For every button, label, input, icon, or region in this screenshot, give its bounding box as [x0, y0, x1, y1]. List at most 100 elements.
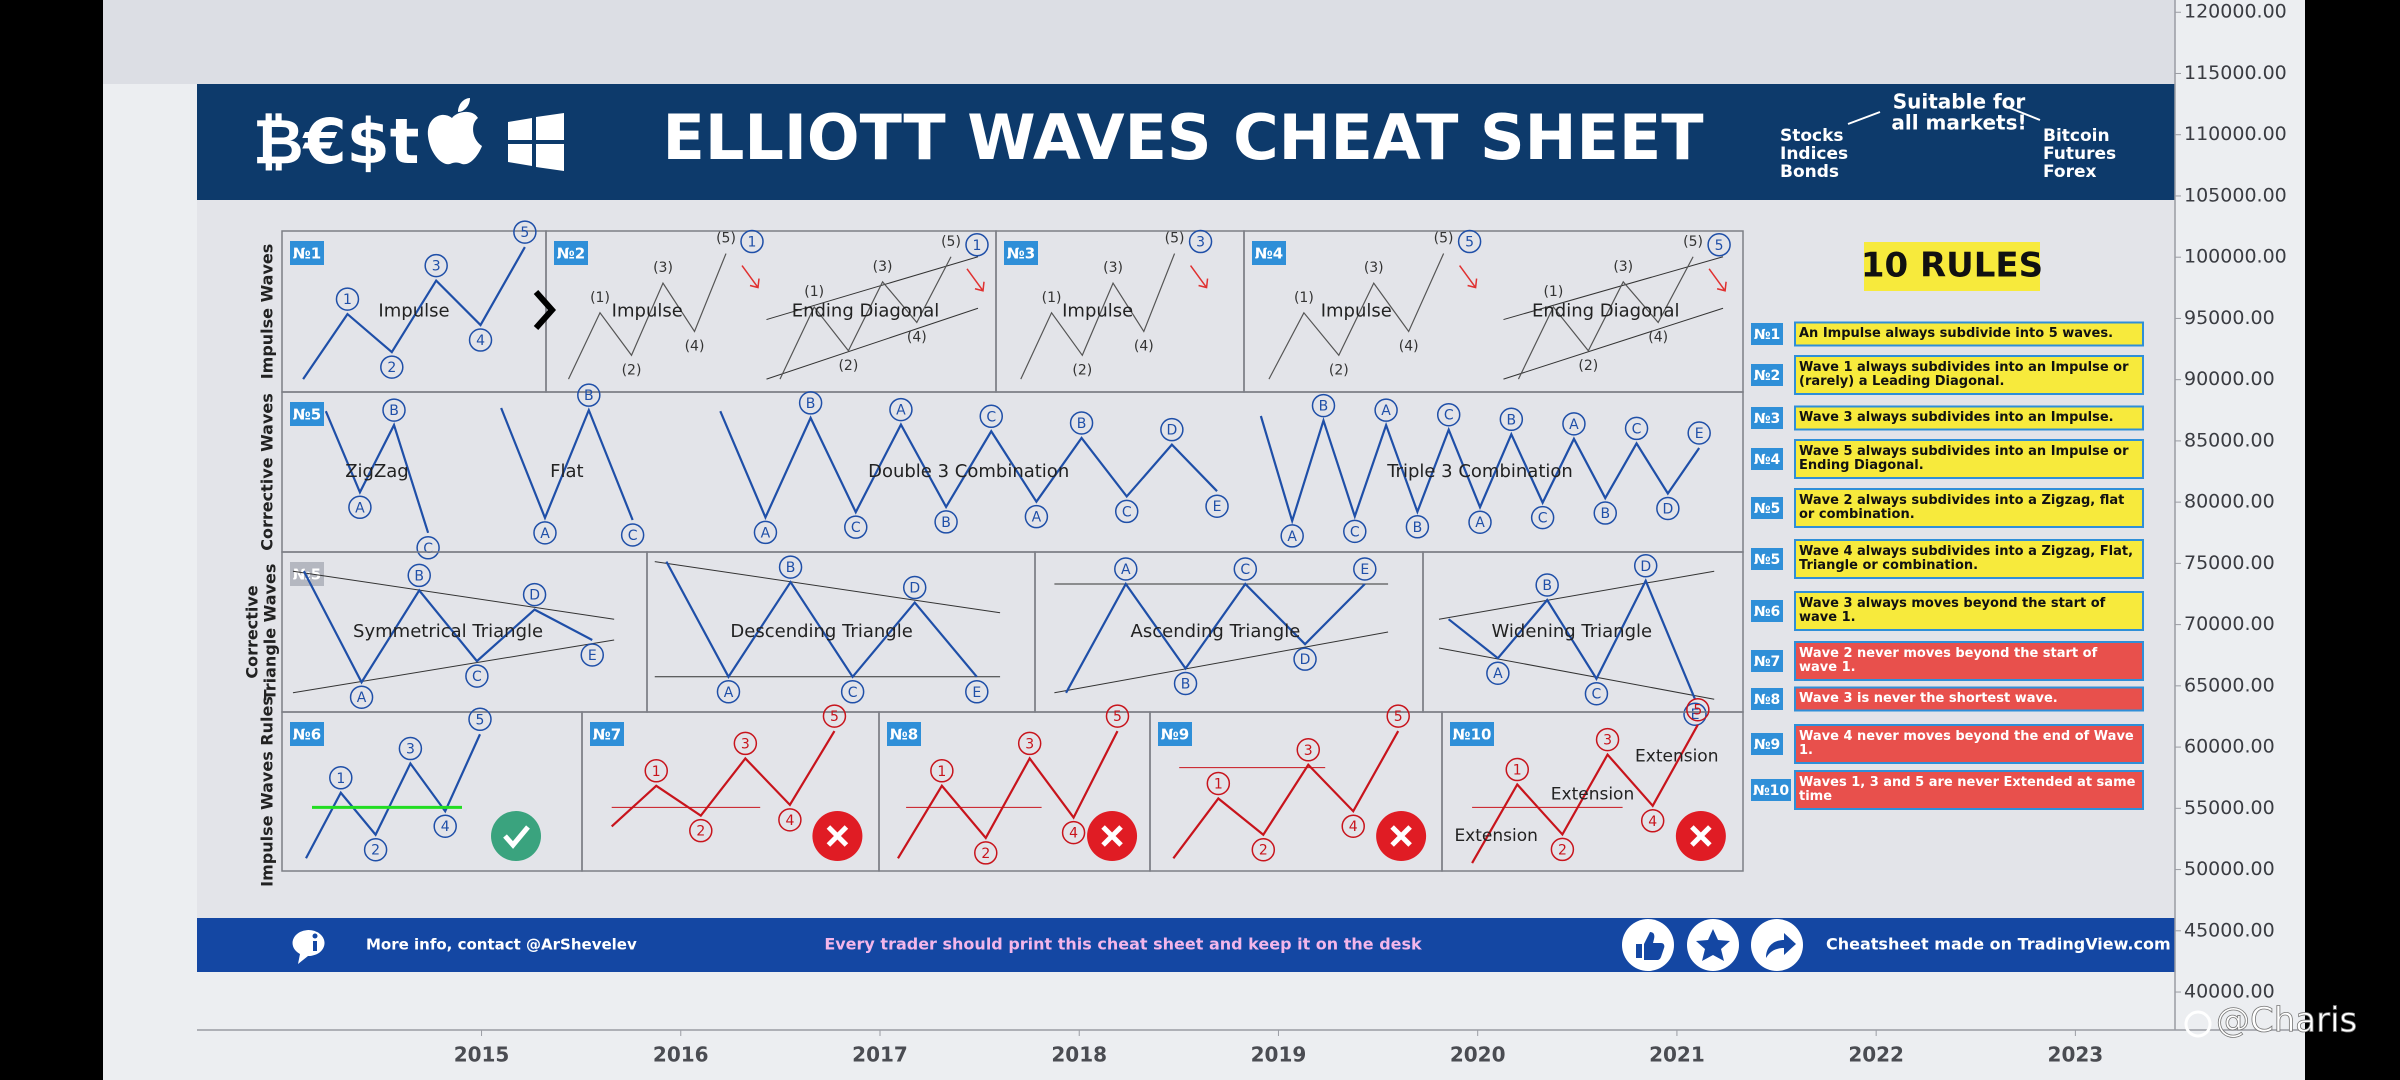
- wave-label-ring: [1293, 647, 1317, 671]
- boundary-line: [766, 307, 979, 380]
- wave-label-ring: [335, 287, 360, 311]
- market-name: Futures: [2043, 144, 2116, 164]
- wave-label-ring: [363, 837, 388, 862]
- wave-label: A: [761, 525, 771, 541]
- wave-label-ring: [1499, 407, 1524, 432]
- figure-name: Ending Diagonal: [1532, 301, 1680, 322]
- time-tick-label: 2022: [1848, 1043, 1904, 1067]
- wave-label-ring: [689, 818, 713, 843]
- rule-number: №5: [1754, 501, 1781, 517]
- wave-label: 3: [1603, 733, 1612, 749]
- market-connector: [2009, 107, 2041, 121]
- favorite-button[interactable]: [1687, 919, 1739, 971]
- wave-label: B: [806, 396, 816, 412]
- rule-badge: [1751, 733, 1783, 755]
- rule-number: №9: [1754, 737, 1781, 753]
- wave-label: A: [1032, 510, 1042, 526]
- share-button[interactable]: [1751, 919, 1803, 971]
- rule-text-frame: Waves 1, 3 and 5 are never Extended at s…: [1799, 776, 2135, 804]
- wave-label: 1: [652, 764, 661, 780]
- time-tick-label: 2017: [852, 1043, 908, 1067]
- wave-label: C: [848, 685, 858, 701]
- wave-label: (2): [1072, 362, 1092, 378]
- wave-label: A: [896, 403, 906, 419]
- figure-name: Triple 3 Combination: [1386, 461, 1573, 482]
- panel-badge: [590, 722, 624, 746]
- panel-badge-text: №4: [1255, 245, 1283, 263]
- wave-label-ring: [1173, 671, 1198, 696]
- footer-message: Every trader should print this cheat she…: [824, 935, 1422, 954]
- wave-label: 5: [1465, 235, 1474, 251]
- wave-label: D: [1166, 423, 1177, 439]
- rule-badge: [1751, 323, 1783, 345]
- trend-arrow-head: [1716, 281, 1727, 292]
- rule-number: №10: [1753, 783, 1790, 799]
- wave-label: B: [786, 560, 796, 576]
- wave-label: C: [628, 528, 638, 544]
- wave-label: 3: [432, 259, 441, 275]
- wave-label: 2: [371, 843, 380, 859]
- wave-label: B: [1413, 520, 1423, 536]
- wave-label-ring: [753, 520, 778, 545]
- figure-name: Impulse: [1321, 301, 1392, 322]
- price-tick-label: 50000.00: [2184, 858, 2275, 880]
- wave-label-ring: [1341, 814, 1365, 838]
- rule-box: [1794, 641, 2144, 681]
- wave-label-ring: [407, 563, 431, 588]
- rule-text: Wave 2 never moves beyond the start of w…: [1799, 646, 2098, 675]
- wave-label: (5): [1434, 231, 1454, 247]
- wave-label: C: [472, 669, 482, 685]
- wave-label: E: [972, 685, 981, 701]
- price-tick-label: 115000.00: [2184, 62, 2287, 84]
- wave-line: [302, 246, 526, 380]
- wave-label-ring: [1233, 557, 1258, 581]
- wave-label-ring: [1114, 499, 1139, 524]
- row-label: Impulse Waves Rules: [258, 696, 277, 887]
- wave-label-ring: [644, 759, 668, 783]
- wave-line: [500, 407, 634, 521]
- boundary-line: [292, 570, 615, 620]
- panel-badge-text: №10: [1453, 726, 1492, 744]
- wave-label: B: [1077, 416, 1087, 432]
- wave-label: A: [1569, 417, 1579, 433]
- wave-label-ring: [934, 510, 958, 534]
- wave-label: B: [389, 403, 399, 419]
- wave-label-ring: [1486, 661, 1510, 685]
- wave-label: 2: [1558, 842, 1567, 858]
- figure-name: Impulse: [378, 301, 449, 322]
- price-tick-label: 60000.00: [2184, 736, 2275, 758]
- rule-badge: [1751, 364, 1783, 386]
- panel-badge: [290, 562, 324, 586]
- boundary-line: [1503, 307, 1724, 380]
- wave-label-ring: [1640, 809, 1665, 833]
- wave-label-ring: [733, 731, 758, 756]
- top-area: [103, 0, 2175, 84]
- wave-label: (3): [1103, 260, 1123, 276]
- wave-label: 4: [1349, 819, 1358, 835]
- wave-label: 1: [1513, 763, 1522, 779]
- rule-badge: [1751, 600, 1783, 622]
- wave-label-ring: [1114, 557, 1138, 581]
- wave-label: E: [588, 648, 597, 664]
- wave-label: A: [1381, 403, 1391, 419]
- wave-label: C: [851, 520, 861, 536]
- rule-text-frame: Wave 4 always subdivides into a Zigzag, …: [1799, 545, 2133, 573]
- wave-line: [1471, 724, 1699, 864]
- wave-label-ring: [844, 515, 868, 539]
- wave-label: 3: [1304, 743, 1313, 759]
- price-tick-label: 80000.00: [2184, 491, 2275, 513]
- wave-label-ring: [1251, 837, 1276, 862]
- markets-heading: Suitable for: [1893, 90, 2026, 114]
- rule-text-frame: An Impulse always subdivide into 5 waves…: [1799, 327, 2113, 341]
- extension-note: Extension: [1635, 747, 1718, 767]
- wave-label: B: [1600, 506, 1610, 522]
- panel-badge-text: №2: [557, 245, 585, 263]
- wave-label-ring: [424, 253, 448, 278]
- wave-line: [1259, 415, 1701, 525]
- wave-label: B: [1319, 399, 1329, 415]
- panel-badge-text: №5: [293, 566, 321, 584]
- wave-label: (3): [653, 260, 673, 276]
- rule-number: №4: [1754, 452, 1781, 468]
- like-button[interactable]: [1622, 919, 1674, 971]
- rule-number: №8: [1754, 692, 1781, 708]
